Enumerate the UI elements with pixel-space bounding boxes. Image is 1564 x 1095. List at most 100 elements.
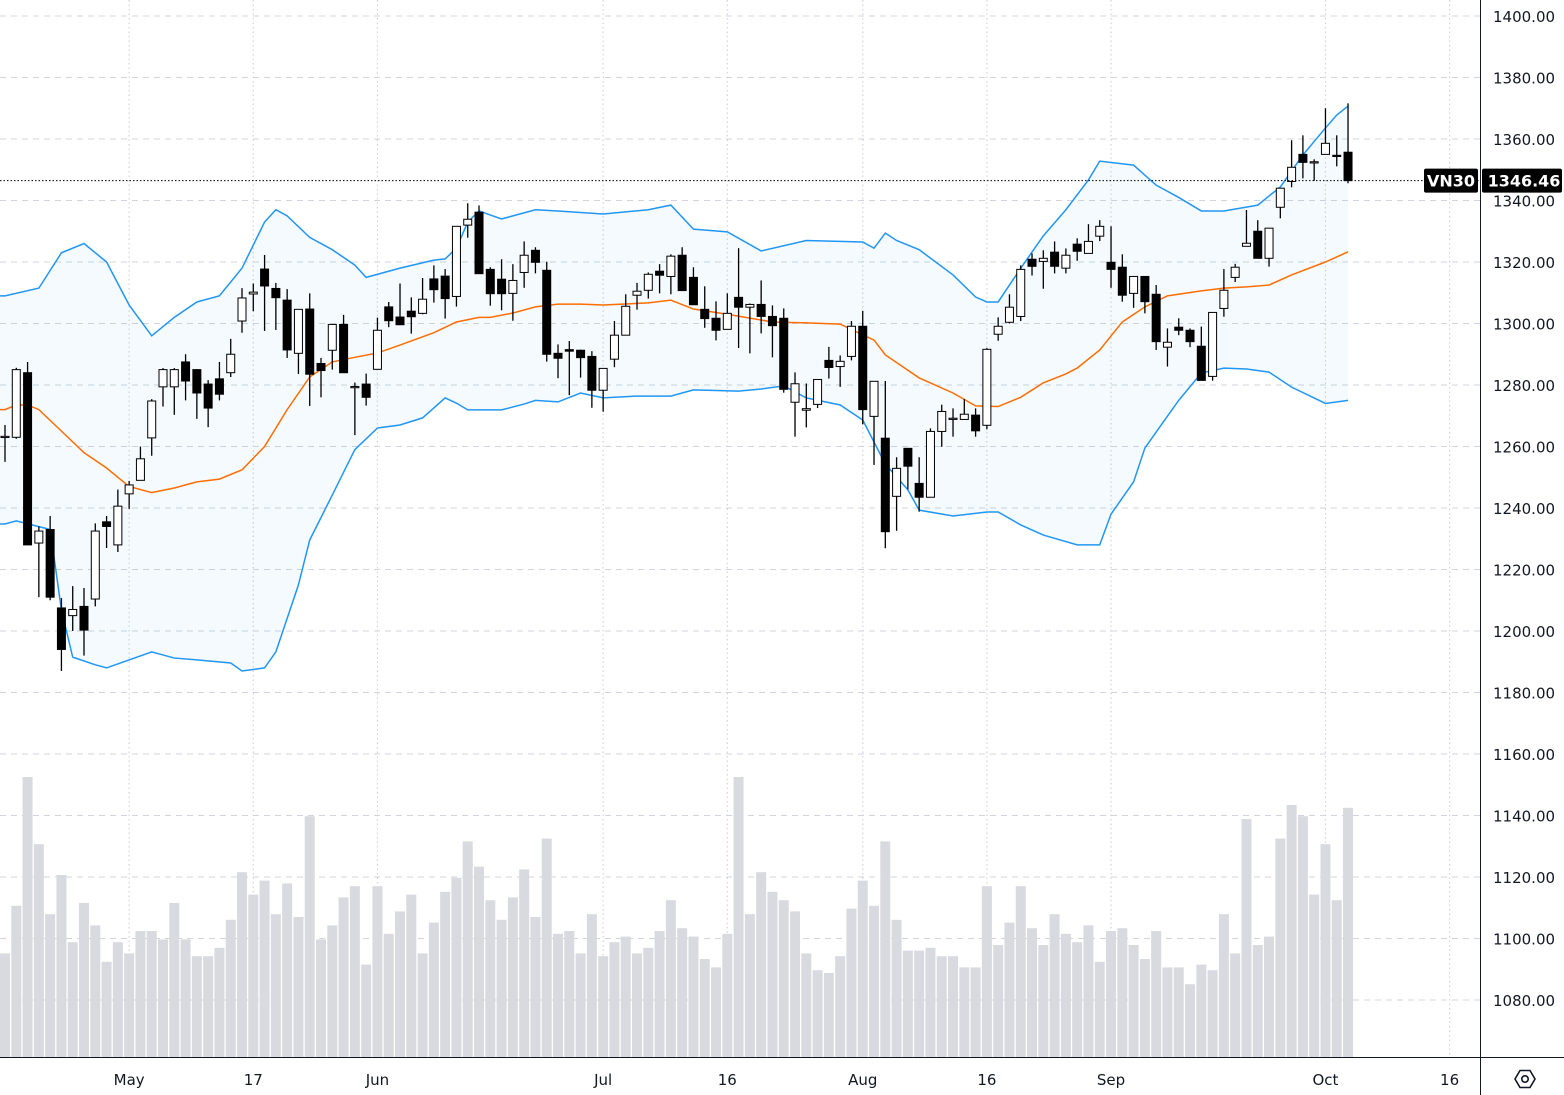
- volume-bar: [823, 973, 834, 1057]
- volume-bar: [225, 919, 236, 1057]
- candle-up: [135, 446, 145, 481]
- candle-down: [429, 265, 439, 303]
- volume-bar: [1275, 838, 1286, 1057]
- candle-body: [485, 268, 495, 295]
- candle-down: [914, 457, 924, 512]
- candle-body: [677, 254, 687, 292]
- candle-up: [158, 368, 168, 407]
- candle-down: [971, 408, 981, 437]
- candle-up: [598, 367, 608, 412]
- candle-body: [779, 317, 789, 390]
- volume-bar: [857, 880, 868, 1057]
- volume-bar: [575, 953, 586, 1057]
- volume-bar: [1286, 805, 1297, 1057]
- volume-bar: [970, 967, 981, 1057]
- price-tick-label: 1320.00: [1493, 254, 1555, 272]
- volume-bar: [541, 838, 552, 1057]
- volume-bar: [304, 816, 315, 1057]
- volume-bar: [1139, 959, 1150, 1057]
- candle-body: [643, 273, 653, 291]
- volume-bar: [677, 928, 688, 1057]
- price-axis[interactable]: 1400.00 1380.00 1360.00 1340.00 1320.00 1300.…: [1493, 8, 1555, 1010]
- candle-body: [395, 316, 405, 326]
- volume-bar: [1297, 816, 1308, 1057]
- volume-bar: [1038, 945, 1049, 1057]
- volume-bar: [1117, 928, 1128, 1057]
- price-tick-label: 1360.00: [1493, 131, 1555, 149]
- candle-up: [1287, 140, 1297, 188]
- time-tick-label: 16: [1440, 1071, 1459, 1089]
- volume-bar: [632, 953, 643, 1057]
- volume-bar: [993, 945, 1004, 1057]
- time-tick-label: Aug: [848, 1071, 877, 1089]
- volume-bars: [0, 777, 1354, 1057]
- candle-up: [147, 399, 157, 456]
- volume-bar: [45, 914, 56, 1057]
- volume-bar: [835, 956, 846, 1057]
- volume-bar: [361, 964, 372, 1057]
- price-tick-label: 1200.00: [1493, 623, 1555, 641]
- candle-down: [1106, 226, 1116, 288]
- candle-up: [372, 317, 382, 370]
- volume-bar: [56, 875, 67, 1057]
- candle-body: [1016, 268, 1026, 317]
- candle-up: [846, 321, 856, 361]
- candle-down: [1072, 238, 1082, 261]
- candle-down: [677, 247, 687, 292]
- candle-down: [361, 373, 371, 406]
- time-tick-label: Oct: [1312, 1071, 1338, 1089]
- candle-body: [892, 467, 902, 497]
- candle-body: [271, 287, 281, 299]
- candle-body: [248, 291, 258, 295]
- candle-down: [688, 267, 698, 306]
- time-tick-label: 16: [718, 1071, 737, 1089]
- hexagon-settings-icon[interactable]: [1514, 1069, 1536, 1089]
- candle-body: [869, 380, 879, 417]
- volume-bar: [1309, 894, 1320, 1057]
- candle-body: [23, 372, 33, 546]
- candle-body: [745, 303, 755, 308]
- candle-body: [553, 352, 563, 359]
- candle-body: [666, 255, 676, 277]
- time-axis[interactable]: May 17 Jun Jul 16 Aug 16 Sep Oct 16: [114, 1071, 1460, 1089]
- candle-body: [0, 435, 10, 439]
- candle-down: [767, 305, 777, 358]
- bollinger-bands: [0, 105, 1349, 672]
- candle-body: [1061, 254, 1071, 269]
- volume-bar: [203, 956, 214, 1057]
- candle-up: [1038, 250, 1048, 289]
- candle-body: [1004, 306, 1014, 323]
- candle-down: [576, 349, 586, 378]
- volume-bar: [158, 939, 169, 1057]
- candle-body: [722, 312, 732, 330]
- candle-body: [260, 268, 270, 287]
- last-price-tag: 1346.46: [1482, 168, 1562, 193]
- candle-body: [451, 225, 461, 297]
- candle-body: [1219, 289, 1229, 309]
- volume-bar: [643, 947, 654, 1057]
- candle-body: [1241, 242, 1251, 247]
- upper-band-line: [0, 105, 1349, 337]
- price-tick-label: 1100.00: [1493, 931, 1555, 949]
- volume-bar: [1241, 819, 1252, 1057]
- candle-up: [1264, 227, 1274, 267]
- volume-bar: [338, 897, 349, 1057]
- candle-down: [530, 247, 540, 274]
- volume-bar: [1207, 970, 1218, 1057]
- candle-body: [700, 308, 710, 320]
- candle-up: [666, 254, 676, 295]
- candle-body: [1230, 266, 1240, 278]
- candle-up: [869, 380, 879, 465]
- candle-down: [406, 297, 416, 334]
- candle-body: [982, 348, 992, 426]
- volume-bar: [620, 936, 631, 1057]
- candle-up: [1275, 187, 1285, 219]
- candle-body: [542, 269, 552, 355]
- candle-down: [880, 381, 890, 549]
- candle-up: [1095, 220, 1105, 242]
- volume-bar: [462, 841, 473, 1057]
- volume-bar: [22, 777, 33, 1057]
- symbol-tag: VN30: [1424, 168, 1478, 193]
- volume-bar: [349, 886, 360, 1057]
